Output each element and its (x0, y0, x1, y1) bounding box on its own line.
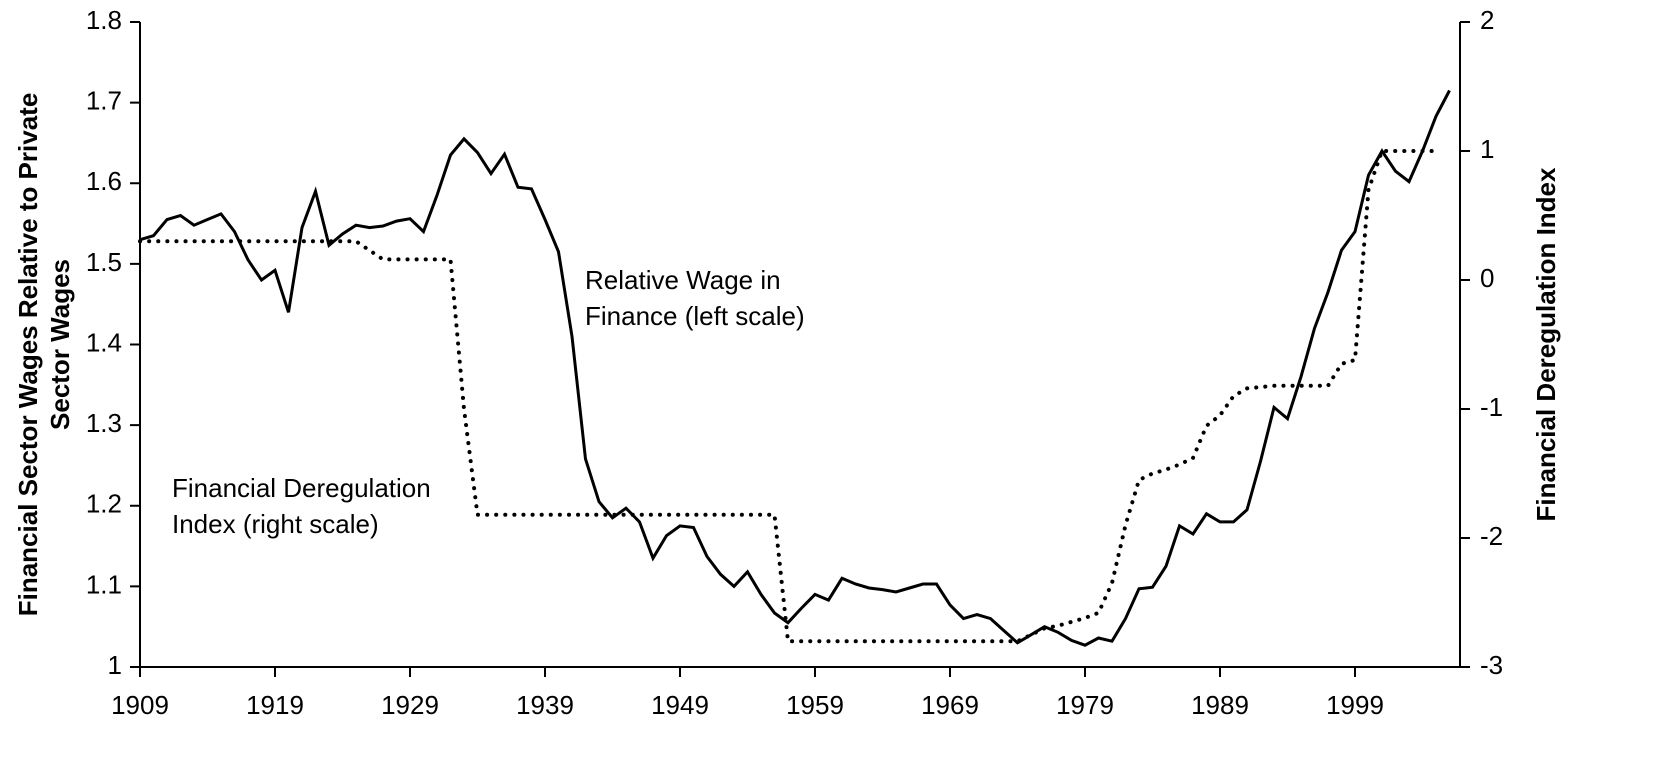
y2-tick-label: -1 (1480, 392, 1503, 422)
x-tick-label: 1929 (381, 690, 439, 720)
y-tick-label: 1.2 (86, 489, 122, 519)
y-axis-label: Financial Sector Wages Relative to Priva… (13, 93, 43, 617)
y2-tick-label: 0 (1480, 263, 1494, 293)
y2-tick-label: 1 (1480, 134, 1494, 164)
y2-tick-label: -2 (1480, 521, 1503, 551)
x-tick-label: 1909 (111, 690, 169, 720)
x-tick-label: 1969 (921, 690, 979, 720)
annotation: Relative Wage in (585, 265, 781, 295)
y-tick-label: 1.4 (86, 327, 122, 357)
annotation: Index (right scale) (172, 509, 379, 539)
annotation: Finance (left scale) (585, 301, 805, 331)
y-tick-label: 1.6 (86, 166, 122, 196)
y-tick-label: 1.1 (86, 569, 122, 599)
y-axis-label: Sector Wages (45, 259, 75, 430)
y2-tick-label: 2 (1480, 5, 1494, 35)
y-tick-label: 1 (108, 650, 122, 680)
x-tick-label: 1949 (651, 690, 709, 720)
y-tick-label: 1.7 (86, 86, 122, 116)
x-tick-label: 1919 (246, 690, 304, 720)
x-tick-label: 1959 (786, 690, 844, 720)
y-tick-label: 1.3 (86, 408, 122, 438)
annotation: Financial Deregulation (172, 473, 431, 503)
y2-axis-label: Financial Deregulation Index (1531, 167, 1561, 521)
y-tick-label: 1.5 (86, 247, 122, 277)
y-tick-label: 1.8 (86, 5, 122, 35)
x-tick-label: 1999 (1326, 690, 1384, 720)
x-tick-label: 1979 (1056, 690, 1114, 720)
series-line (138, 149, 1438, 644)
x-tick-label: 1989 (1191, 690, 1249, 720)
x-tick-label: 1939 (516, 690, 574, 720)
series-line (139, 89, 1451, 647)
y2-tick-label: -3 (1480, 650, 1503, 680)
